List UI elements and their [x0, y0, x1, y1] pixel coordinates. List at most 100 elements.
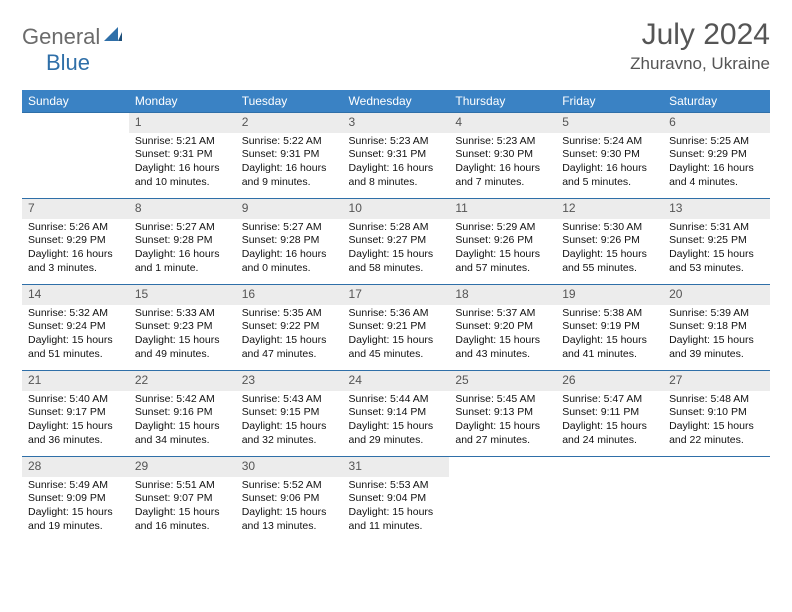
calendar-day-cell	[556, 456, 663, 542]
sunset-text: Sunset: 9:13 PM	[455, 406, 550, 420]
day-number: 18	[449, 284, 556, 305]
day-number	[556, 456, 663, 475]
sunset-text: Sunset: 9:19 PM	[562, 320, 657, 334]
logo: General	[22, 24, 124, 50]
day-details: Sunrise: 5:25 AMSunset: 9:29 PMDaylight:…	[663, 133, 770, 194]
daylight-text: Daylight: 16 hours and 7 minutes.	[455, 162, 550, 189]
day-details: Sunrise: 5:48 AMSunset: 9:10 PMDaylight:…	[663, 391, 770, 452]
day-details: Sunrise: 5:26 AMSunset: 9:29 PMDaylight:…	[22, 219, 129, 280]
calendar-day-cell: 26Sunrise: 5:47 AMSunset: 9:11 PMDayligh…	[556, 370, 663, 456]
calendar-day-cell: 12Sunrise: 5:30 AMSunset: 9:26 PMDayligh…	[556, 198, 663, 284]
daylight-text: Daylight: 16 hours and 5 minutes.	[562, 162, 657, 189]
sunset-text: Sunset: 9:14 PM	[349, 406, 444, 420]
day-details: Sunrise: 5:29 AMSunset: 9:26 PMDaylight:…	[449, 219, 556, 280]
sunrise-text: Sunrise: 5:51 AM	[135, 479, 230, 493]
day-number: 30	[236, 456, 343, 477]
calendar-day-cell: 20Sunrise: 5:39 AMSunset: 9:18 PMDayligh…	[663, 284, 770, 370]
day-details: Sunrise: 5:23 AMSunset: 9:30 PMDaylight:…	[449, 133, 556, 194]
day-details: Sunrise: 5:38 AMSunset: 9:19 PMDaylight:…	[556, 305, 663, 366]
daylight-text: Daylight: 16 hours and 3 minutes.	[28, 248, 123, 275]
daylight-text: Daylight: 15 hours and 55 minutes.	[562, 248, 657, 275]
day-details: Sunrise: 5:21 AMSunset: 9:31 PMDaylight:…	[129, 133, 236, 194]
day-details: Sunrise: 5:22 AMSunset: 9:31 PMDaylight:…	[236, 133, 343, 194]
calendar-day-cell	[663, 456, 770, 542]
day-number: 3	[343, 112, 450, 133]
sunrise-text: Sunrise: 5:25 AM	[669, 135, 764, 149]
day-details: Sunrise: 5:43 AMSunset: 9:15 PMDaylight:…	[236, 391, 343, 452]
daylight-text: Daylight: 15 hours and 24 minutes.	[562, 420, 657, 447]
daylight-text: Daylight: 15 hours and 36 minutes.	[28, 420, 123, 447]
sunset-text: Sunset: 9:06 PM	[242, 492, 337, 506]
daylight-text: Daylight: 16 hours and 0 minutes.	[242, 248, 337, 275]
sunrise-text: Sunrise: 5:23 AM	[349, 135, 444, 149]
sunset-text: Sunset: 9:09 PM	[28, 492, 123, 506]
day-details: Sunrise: 5:36 AMSunset: 9:21 PMDaylight:…	[343, 305, 450, 366]
calendar-day-cell: 29Sunrise: 5:51 AMSunset: 9:07 PMDayligh…	[129, 456, 236, 542]
sunset-text: Sunset: 9:31 PM	[242, 148, 337, 162]
calendar-day-cell: 25Sunrise: 5:45 AMSunset: 9:13 PMDayligh…	[449, 370, 556, 456]
sunset-text: Sunset: 9:15 PM	[242, 406, 337, 420]
calendar-day-cell: 10Sunrise: 5:28 AMSunset: 9:27 PMDayligh…	[343, 198, 450, 284]
day-number: 22	[129, 370, 236, 391]
calendar-day-cell	[22, 112, 129, 198]
calendar-day-cell: 15Sunrise: 5:33 AMSunset: 9:23 PMDayligh…	[129, 284, 236, 370]
day-number: 28	[22, 456, 129, 477]
daylight-text: Daylight: 15 hours and 41 minutes.	[562, 334, 657, 361]
sunrise-text: Sunrise: 5:33 AM	[135, 307, 230, 321]
day-details: Sunrise: 5:47 AMSunset: 9:11 PMDaylight:…	[556, 391, 663, 452]
day-number: 16	[236, 284, 343, 305]
daylight-text: Daylight: 16 hours and 9 minutes.	[242, 162, 337, 189]
day-number: 10	[343, 198, 450, 219]
sunset-text: Sunset: 9:11 PM	[562, 406, 657, 420]
daylight-text: Daylight: 16 hours and 10 minutes.	[135, 162, 230, 189]
day-number	[22, 112, 129, 131]
day-details: Sunrise: 5:27 AMSunset: 9:28 PMDaylight:…	[236, 219, 343, 280]
calendar-table: SundayMondayTuesdayWednesdayThursdayFrid…	[22, 90, 770, 542]
sunset-text: Sunset: 9:10 PM	[669, 406, 764, 420]
sunrise-text: Sunrise: 5:22 AM	[242, 135, 337, 149]
weekday-header: Tuesday	[236, 90, 343, 112]
calendar-day-cell: 27Sunrise: 5:48 AMSunset: 9:10 PMDayligh…	[663, 370, 770, 456]
sunrise-text: Sunrise: 5:38 AM	[562, 307, 657, 321]
sunrise-text: Sunrise: 5:44 AM	[349, 393, 444, 407]
calendar-day-cell: 7Sunrise: 5:26 AMSunset: 9:29 PMDaylight…	[22, 198, 129, 284]
day-details: Sunrise: 5:32 AMSunset: 9:24 PMDaylight:…	[22, 305, 129, 366]
sunset-text: Sunset: 9:16 PM	[135, 406, 230, 420]
day-number: 21	[22, 370, 129, 391]
sunrise-text: Sunrise: 5:40 AM	[28, 393, 123, 407]
sunset-text: Sunset: 9:23 PM	[135, 320, 230, 334]
day-details: Sunrise: 5:23 AMSunset: 9:31 PMDaylight:…	[343, 133, 450, 194]
day-number: 4	[449, 112, 556, 133]
sunrise-text: Sunrise: 5:45 AM	[455, 393, 550, 407]
sunrise-text: Sunrise: 5:36 AM	[349, 307, 444, 321]
day-details: Sunrise: 5:51 AMSunset: 9:07 PMDaylight:…	[129, 477, 236, 538]
sunrise-text: Sunrise: 5:43 AM	[242, 393, 337, 407]
calendar-week-row: 14Sunrise: 5:32 AMSunset: 9:24 PMDayligh…	[22, 284, 770, 370]
sunset-text: Sunset: 9:04 PM	[349, 492, 444, 506]
sunset-text: Sunset: 9:29 PM	[669, 148, 764, 162]
sunrise-text: Sunrise: 5:49 AM	[28, 479, 123, 493]
sunrise-text: Sunrise: 5:47 AM	[562, 393, 657, 407]
day-number: 7	[22, 198, 129, 219]
calendar-day-cell: 3Sunrise: 5:23 AMSunset: 9:31 PMDaylight…	[343, 112, 450, 198]
weekday-header: Wednesday	[343, 90, 450, 112]
day-number: 17	[343, 284, 450, 305]
sunrise-text: Sunrise: 5:26 AM	[28, 221, 123, 235]
sunset-text: Sunset: 9:26 PM	[562, 234, 657, 248]
day-details: Sunrise: 5:27 AMSunset: 9:28 PMDaylight:…	[129, 219, 236, 280]
daylight-text: Daylight: 16 hours and 8 minutes.	[349, 162, 444, 189]
day-number: 2	[236, 112, 343, 133]
day-number: 9	[236, 198, 343, 219]
day-details: Sunrise: 5:52 AMSunset: 9:06 PMDaylight:…	[236, 477, 343, 538]
calendar-day-cell: 11Sunrise: 5:29 AMSunset: 9:26 PMDayligh…	[449, 198, 556, 284]
sunrise-text: Sunrise: 5:27 AM	[242, 221, 337, 235]
day-number: 14	[22, 284, 129, 305]
day-number: 15	[129, 284, 236, 305]
daylight-text: Daylight: 16 hours and 1 minute.	[135, 248, 230, 275]
sunset-text: Sunset: 9:31 PM	[349, 148, 444, 162]
day-details: Sunrise: 5:30 AMSunset: 9:26 PMDaylight:…	[556, 219, 663, 280]
daylight-text: Daylight: 15 hours and 27 minutes.	[455, 420, 550, 447]
day-number: 1	[129, 112, 236, 133]
calendar-day-cell: 13Sunrise: 5:31 AMSunset: 9:25 PMDayligh…	[663, 198, 770, 284]
calendar-day-cell: 24Sunrise: 5:44 AMSunset: 9:14 PMDayligh…	[343, 370, 450, 456]
